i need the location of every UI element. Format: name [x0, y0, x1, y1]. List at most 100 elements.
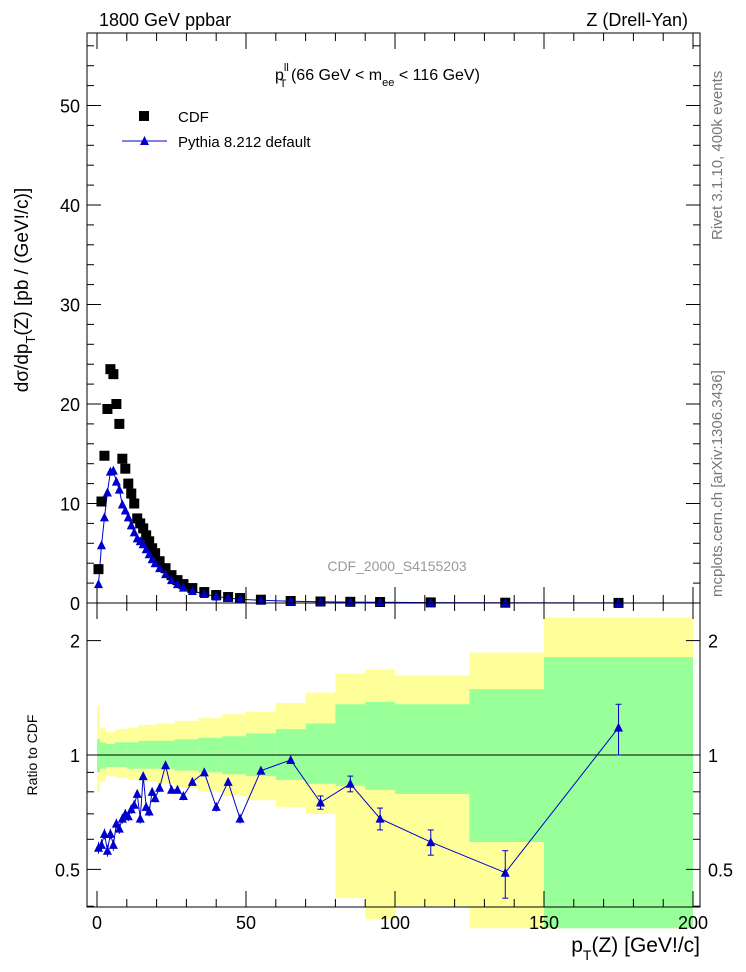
pythia-main-point	[120, 505, 130, 515]
pythia-main-point	[614, 597, 623, 607]
pythia-main-point	[96, 540, 106, 550]
ratio-x-tick-label: 0	[92, 913, 102, 933]
watermark: CDF_2000_S4155203	[327, 558, 467, 574]
legend: CDF Pythia 8.212 default	[122, 109, 311, 151]
xlabel-sub: T	[583, 947, 592, 963]
cdf-point	[117, 453, 128, 464]
pythia-main-point	[187, 586, 197, 596]
pythia-ratio-point	[187, 776, 197, 786]
main-x-ticks	[96, 33, 694, 603]
pythia-main-point	[117, 499, 127, 509]
pythia-main-point	[93, 579, 103, 589]
green-band	[126, 742, 139, 769]
legend-pythia-label: Pythia 8.212 default	[178, 134, 311, 151]
green-band	[99, 742, 106, 769]
pythia-ratio-point	[178, 791, 188, 801]
cdf-point	[114, 418, 125, 429]
ratio-uncertainty-bands	[97, 617, 693, 929]
main-y-ticks: 0 10 20 30 40 50	[60, 45, 700, 614]
pythia-ratio-point	[426, 837, 436, 847]
green-band	[365, 701, 395, 790]
pythia-ratio-point	[123, 811, 133, 821]
pythia-main-point	[126, 520, 136, 530]
ratio-y-tick-label: 0.5	[55, 860, 80, 880]
pythia-ratio-point	[286, 755, 296, 765]
ratio-y-ticks: 0.5 0.5 1 1 2 2	[55, 632, 733, 907]
pythia-main-point	[426, 597, 436, 607]
green-band	[395, 704, 470, 794]
cdf-point	[120, 463, 131, 474]
pythia-main-point	[500, 597, 510, 607]
pythia-ratio-point	[345, 778, 355, 788]
ratio-data-points	[93, 703, 623, 899]
title-sub2: ee	[382, 77, 394, 89]
ratio-x-ticks: 0 50 100 150 200	[92, 603, 708, 933]
pythia-main-point	[108, 465, 118, 475]
mcplots-label: mcplots.cern.ch [arXiv:1306.3436]	[709, 370, 726, 597]
green-band	[469, 689, 544, 843]
pythia-ratio-point	[117, 813, 127, 823]
ratio-y-tick-label-right: 2	[708, 632, 718, 652]
cdf-point	[102, 403, 113, 414]
pythia-main-point	[102, 487, 112, 497]
pythia-ratio-point	[108, 839, 118, 849]
ylabel-suffix: (Z) [pb / (GeV!/c)]	[12, 188, 33, 336]
cdf-point	[129, 498, 140, 509]
ratio-y-label: Ratio to CDF	[24, 715, 40, 796]
header-right: Z (Drell-Yan)	[586, 10, 688, 30]
cdf-point	[154, 556, 165, 567]
legend-cdf-marker	[139, 111, 149, 121]
main-y-tick-label: 30	[60, 296, 80, 316]
pythia-main-point	[111, 476, 121, 486]
green-band	[335, 704, 366, 786]
pythia-main-point	[375, 597, 385, 607]
pythia-ratio-point	[105, 828, 115, 838]
ratio-y-tick-label-right: 1	[708, 746, 718, 766]
green-band	[275, 729, 306, 780]
cdf-point	[138, 523, 149, 534]
pythia-main-point	[211, 591, 221, 601]
cdf-point	[108, 369, 119, 380]
pythia-ratio-point	[172, 784, 182, 794]
main-title: pll T (66 GeV < mee < 116 GeV)	[275, 62, 480, 90]
title-sup: ll	[284, 62, 289, 74]
cdf-point	[160, 563, 171, 574]
pythia-ratio-point	[235, 813, 245, 823]
main-data-points	[93, 364, 624, 608]
pythia-ratio-point	[155, 782, 165, 792]
pythia-main-point	[256, 595, 266, 605]
pythia-ratio-point	[132, 788, 142, 798]
pythia-main-point	[114, 484, 124, 494]
main-y-tick-label: 40	[60, 196, 80, 216]
pythia-main-point	[345, 597, 355, 607]
main-panel: 0 10 20 30 40 50 CDF_2000_S4155203 pll T (66 G…	[12, 32, 701, 614]
pythia-main-point	[123, 512, 133, 522]
ylabel-prefix: dσ/dp	[12, 344, 33, 393]
main-y-tick-label: 50	[60, 97, 80, 117]
pythia-ratio-point	[256, 765, 266, 775]
main-y-tick-label: 20	[60, 395, 80, 415]
pythia-ratio-point	[135, 813, 145, 823]
pythia-ratio-point	[102, 845, 112, 855]
title-rest: (66 GeV < m	[287, 67, 383, 84]
ratio-y-tick-label: 2	[70, 632, 80, 652]
ratio-x-tick-label: 200	[678, 913, 708, 933]
pythia-ratio-point	[114, 823, 124, 833]
pythia-main-point	[150, 558, 160, 568]
pythia-ratio-point	[126, 804, 136, 814]
pythia-ratio-point	[199, 767, 209, 777]
ylabel-sub: T	[23, 336, 38, 344]
cdf-point	[123, 478, 134, 489]
ratio-panel: 0.5 0.5 1 1 2 2 0 50 100 150 200 Ratio to CDF pT(…	[24, 602, 733, 963]
green-band	[97, 739, 100, 773]
pythia-ratio-point	[96, 839, 106, 849]
ratio-x-tick-label: 50	[236, 913, 256, 933]
rivet-label: Rivet 3.1.10, 400k events	[709, 71, 726, 240]
pythia-main-point	[223, 593, 233, 603]
main-y-label: dσ/dpT(Z) [pb / (GeV!/c)]	[12, 188, 38, 392]
pythia-main-point	[161, 569, 171, 579]
pythia-main-point	[178, 582, 188, 592]
x-axis-label: pT(Z) [GeV!/c]	[571, 934, 700, 963]
pythia-main-point	[129, 527, 139, 537]
